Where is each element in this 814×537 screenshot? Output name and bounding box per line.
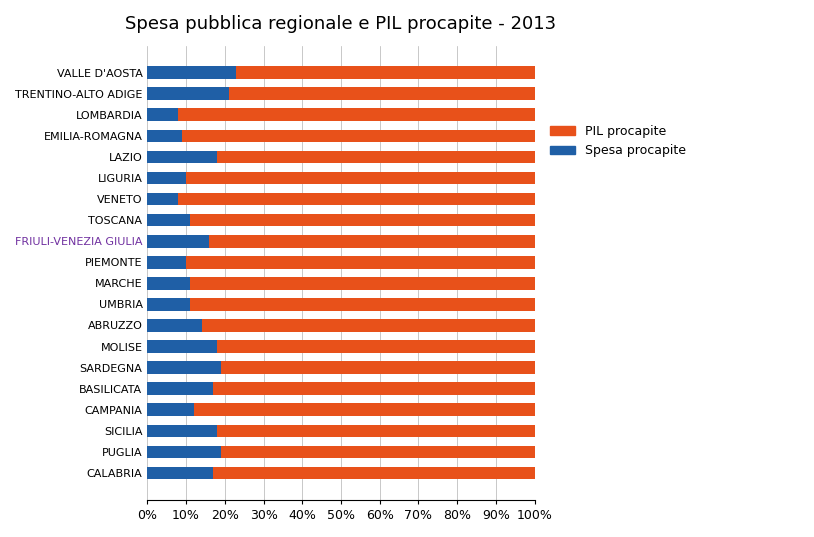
Bar	[147, 340, 217, 353]
Bar	[194, 403, 535, 416]
Bar	[147, 66, 236, 79]
Bar	[209, 235, 535, 248]
Bar	[186, 172, 535, 184]
Bar	[147, 150, 217, 163]
Bar	[190, 298, 535, 311]
Bar	[147, 446, 221, 458]
Bar	[147, 235, 209, 248]
Bar	[213, 467, 535, 480]
Bar	[147, 277, 190, 289]
Title: Spesa pubblica regionale e PIL procapite - 2013: Spesa pubblica regionale e PIL procapite…	[125, 15, 557, 33]
Bar	[147, 193, 178, 205]
Bar	[147, 298, 190, 311]
Bar	[147, 382, 213, 395]
Bar	[202, 319, 535, 332]
Bar	[147, 108, 178, 121]
Bar	[236, 66, 535, 79]
Bar	[147, 361, 221, 374]
Bar	[217, 150, 535, 163]
Bar	[190, 277, 535, 289]
Bar	[147, 88, 229, 100]
Bar	[147, 129, 182, 142]
Bar	[147, 214, 190, 227]
Bar	[147, 425, 217, 437]
Bar	[147, 319, 202, 332]
Bar	[190, 214, 535, 227]
Legend: PIL procapite, Spesa procapite: PIL procapite, Spesa procapite	[545, 120, 691, 162]
Bar	[147, 172, 186, 184]
Bar	[213, 382, 535, 395]
Bar	[221, 361, 535, 374]
Bar	[217, 340, 535, 353]
Bar	[178, 108, 535, 121]
Bar	[147, 403, 194, 416]
Bar	[147, 256, 186, 268]
Bar	[182, 129, 535, 142]
Bar	[221, 446, 535, 458]
Bar	[186, 256, 535, 268]
Bar	[217, 425, 535, 437]
Bar	[147, 467, 213, 480]
Bar	[229, 88, 535, 100]
Bar	[178, 193, 535, 205]
